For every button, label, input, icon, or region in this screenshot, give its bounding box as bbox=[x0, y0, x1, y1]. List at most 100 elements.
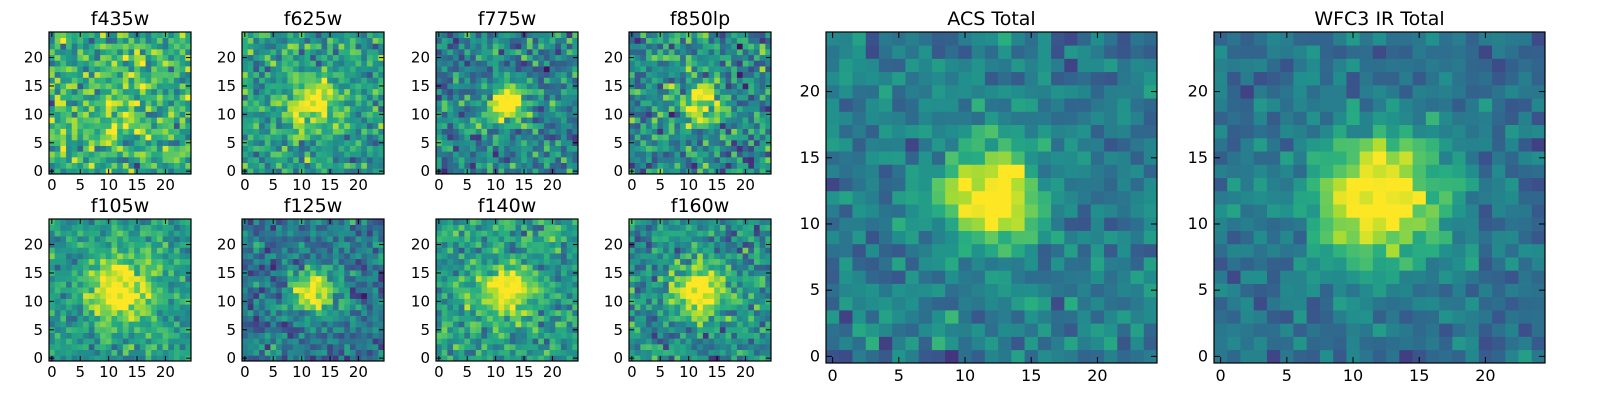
heatmap-cell bbox=[71, 338, 78, 345]
heatmap-cell bbox=[151, 315, 158, 322]
heatmap-cell bbox=[515, 309, 522, 316]
heatmap-cell bbox=[487, 264, 494, 271]
heatmap-cell bbox=[117, 77, 124, 84]
heatmap-cell bbox=[94, 287, 101, 294]
heatmap-cell bbox=[83, 77, 90, 84]
heatmap-cell bbox=[94, 83, 101, 90]
heatmap-cell bbox=[173, 94, 180, 101]
heatmap-cell bbox=[134, 253, 141, 260]
heatmap-cell bbox=[344, 321, 351, 328]
heatmap-cell bbox=[680, 71, 687, 78]
heatmap-cell bbox=[470, 224, 477, 231]
heatmap-cell bbox=[338, 343, 345, 350]
heatmap-cell bbox=[543, 88, 550, 95]
heatmap-cell bbox=[651, 134, 658, 141]
heatmap-cell bbox=[139, 83, 146, 90]
heatmap-cell bbox=[674, 43, 681, 50]
heatmap-cell bbox=[88, 343, 95, 350]
heatmap-cell bbox=[332, 60, 339, 67]
heatmap-cell bbox=[458, 326, 465, 333]
heatmap-cell bbox=[685, 54, 692, 61]
heatmap-cell bbox=[173, 247, 180, 254]
heatmap-cell bbox=[327, 343, 334, 350]
heatmap-cell bbox=[293, 230, 300, 237]
heatmap-cell bbox=[464, 88, 471, 95]
heatmap-cell bbox=[315, 355, 322, 362]
heatmap-cell bbox=[173, 37, 180, 44]
heatmap-cell bbox=[264, 343, 271, 350]
panel-title: f105w bbox=[91, 195, 150, 217]
heatmap-cell bbox=[640, 275, 647, 282]
heatmap-cell bbox=[697, 343, 704, 350]
heatmap-cell bbox=[378, 37, 385, 44]
heatmap-cell bbox=[646, 37, 653, 44]
heatmap-cell bbox=[515, 151, 522, 158]
heatmap-cell bbox=[566, 230, 573, 237]
heatmap-cell bbox=[526, 88, 533, 95]
heatmap-cell bbox=[259, 281, 266, 288]
heatmap-cell bbox=[60, 128, 67, 135]
heatmap-cell bbox=[293, 60, 300, 67]
heatmap-cell bbox=[122, 49, 129, 56]
heatmap-cell bbox=[509, 298, 516, 305]
heatmap-cell bbox=[49, 60, 56, 67]
heatmap-cell bbox=[378, 343, 385, 350]
heatmap-cell bbox=[714, 309, 721, 316]
heatmap-cell bbox=[151, 253, 158, 260]
heatmap-cell bbox=[742, 315, 749, 322]
heatmap-cell bbox=[281, 60, 288, 67]
heatmap-cell bbox=[173, 264, 180, 271]
heatmap-cell bbox=[111, 100, 118, 107]
heatmap-cell bbox=[128, 111, 135, 118]
heatmap-cell bbox=[117, 264, 124, 271]
heatmap-cell bbox=[464, 139, 471, 146]
heatmap-cell bbox=[168, 338, 175, 345]
heatmap-cell bbox=[304, 275, 311, 282]
heatmap-cell bbox=[680, 145, 687, 152]
heatmap-cell bbox=[441, 128, 448, 135]
heatmap-cell bbox=[134, 54, 141, 61]
heatmap-cell bbox=[543, 122, 550, 129]
heatmap-cell bbox=[156, 32, 163, 39]
heatmap-cell bbox=[122, 134, 129, 141]
heatmap-cell bbox=[105, 139, 112, 146]
heatmap-cell bbox=[725, 168, 732, 175]
heatmap-cell bbox=[77, 111, 84, 118]
heatmap-cell bbox=[276, 247, 283, 254]
heatmap-cell bbox=[338, 83, 345, 90]
heatmap-cell bbox=[259, 105, 266, 112]
heatmap-cell bbox=[504, 219, 511, 226]
heatmap-cell bbox=[276, 338, 283, 345]
heatmap-cell bbox=[139, 247, 146, 254]
y-tick-label: 0 bbox=[226, 162, 236, 180]
heatmap-cell bbox=[748, 117, 755, 124]
heatmap-cell bbox=[504, 258, 511, 265]
heatmap-cell bbox=[646, 292, 653, 299]
heatmap-cell bbox=[680, 304, 687, 311]
heatmap-cell bbox=[139, 117, 146, 124]
heatmap-cell bbox=[719, 94, 726, 101]
heatmap-cell bbox=[481, 253, 488, 260]
heatmap-cell bbox=[646, 355, 653, 362]
heatmap-cell bbox=[765, 94, 772, 101]
heatmap-cell bbox=[83, 287, 90, 294]
heatmap-cell bbox=[504, 287, 511, 294]
heatmap-cell bbox=[281, 332, 288, 339]
heatmap-cell bbox=[447, 258, 454, 265]
heatmap-cell bbox=[572, 32, 579, 39]
heatmap-cell bbox=[765, 37, 772, 44]
heatmap-cell bbox=[145, 343, 152, 350]
heatmap-cell bbox=[60, 287, 67, 294]
heatmap-cell bbox=[156, 105, 163, 112]
heatmap-cell bbox=[532, 117, 539, 124]
heatmap-cell bbox=[327, 71, 334, 78]
heatmap-cell bbox=[185, 128, 192, 135]
heatmap-cell bbox=[697, 77, 704, 84]
heatmap-cell bbox=[458, 236, 465, 243]
heatmap-cell bbox=[504, 355, 511, 362]
heatmap-cell bbox=[708, 100, 715, 107]
heatmap-cell bbox=[509, 292, 516, 299]
heatmap-cell bbox=[748, 111, 755, 118]
heatmap-cell bbox=[719, 66, 726, 73]
heatmap-cell bbox=[668, 270, 675, 277]
